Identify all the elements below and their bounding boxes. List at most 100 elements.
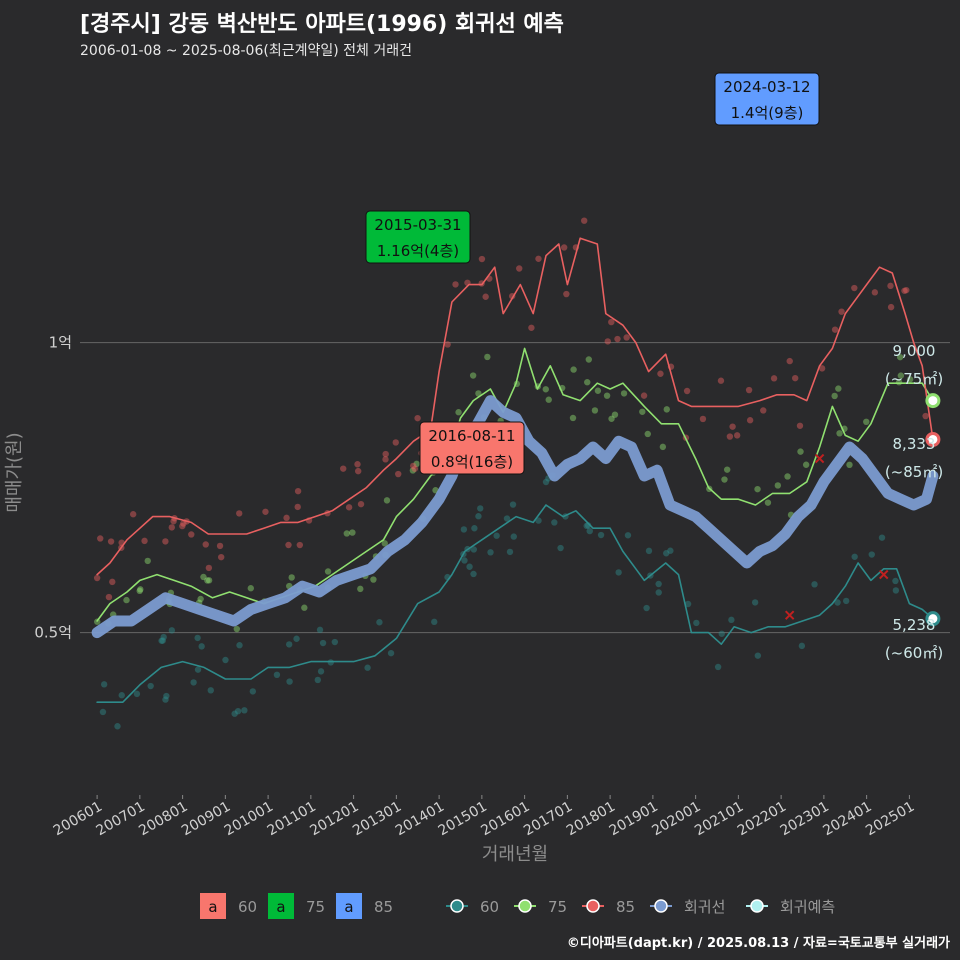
scatter-point-60 <box>503 515 511 522</box>
scatter-point-85 <box>392 439 399 446</box>
scatter-point-60 <box>147 682 154 690</box>
legend-key-glyph: a <box>344 898 353 916</box>
scatter-point-85 <box>760 407 767 414</box>
scatter-point-60 <box>655 589 662 596</box>
legend-key-box <box>268 893 294 919</box>
annotation-date: 2024-03-12 <box>723 78 810 96</box>
scatter-point-75 <box>542 386 549 393</box>
chart-title: [경주시] 강동 벽산반도 아파트(1996) 회귀선 예측 <box>80 12 564 37</box>
scatter-point-85 <box>105 593 113 601</box>
scatter-point-60 <box>236 642 243 649</box>
series-line-75 <box>96 347 934 622</box>
chart-subtitle: 2006-01-08 ~ 2025-08-06(최근계약일) 전체 거래건 <box>80 43 412 59</box>
scatter-point-75 <box>381 540 388 547</box>
scatter-point-85 <box>354 461 361 468</box>
scatter-point-85 <box>129 511 137 518</box>
annotation-price: 1.16억(4층) <box>377 242 459 260</box>
end-marker-75 <box>925 393 941 409</box>
scatter-point-75 <box>137 586 144 593</box>
scatter-point-60 <box>551 519 558 526</box>
scatter-point-60 <box>718 630 725 637</box>
scatter-point-75 <box>603 392 611 399</box>
scatter-point-85 <box>179 522 186 530</box>
scatter-point-60 <box>728 616 735 624</box>
scatter-point-60 <box>510 533 517 540</box>
scatter-point-85 <box>382 456 389 463</box>
scatter-point-60 <box>319 639 327 647</box>
scatter-point-75 <box>644 430 651 438</box>
scatter-point-85 <box>796 422 804 429</box>
scatter-point-85 <box>887 282 894 290</box>
scatter-point-75 <box>288 574 295 581</box>
scatter-point-85 <box>411 465 419 472</box>
series-line-85 <box>96 237 934 576</box>
scatter-point-60 <box>293 635 300 642</box>
end-value-label: 5,238 <box>893 616 936 634</box>
scatter-point-85 <box>107 538 115 545</box>
annotation-price: 1.4억(9층) <box>731 104 804 122</box>
scatter-point-85 <box>180 520 187 527</box>
legend-marker <box>518 899 532 913</box>
scatter-point-75 <box>639 408 646 415</box>
scatter-point-75 <box>144 557 151 565</box>
scatter-point-60 <box>471 525 478 532</box>
cross-marker <box>814 453 825 464</box>
scatter-point-85 <box>903 286 910 294</box>
scatter-point-75 <box>802 461 810 468</box>
cross-marker <box>784 610 795 620</box>
scatter-point-75 <box>754 485 761 493</box>
scatter-point-75 <box>349 529 356 536</box>
scatter-point-85 <box>726 433 734 440</box>
scatter-point-75 <box>764 499 772 506</box>
scatter-point-60 <box>663 550 670 557</box>
scatter-point-75 <box>611 411 619 418</box>
legend-label: 60 <box>480 898 499 916</box>
scatter-point-60 <box>506 548 514 556</box>
scatter-point-75 <box>594 387 602 394</box>
scatter-point-85 <box>395 470 402 478</box>
scatter-point-60 <box>114 723 121 730</box>
scatter-point-75 <box>204 577 211 584</box>
x-tick-label: 202501 <box>863 799 917 840</box>
regression-line <box>91 395 939 639</box>
scatter-point-85 <box>478 255 486 263</box>
legend-key-glyph: a <box>208 898 217 916</box>
scatter-point-75 <box>608 415 615 422</box>
end-area-label: (~60㎡) <box>885 644 943 662</box>
legend-label: 회귀선 <box>684 898 725 916</box>
scatter-point-75 <box>863 418 870 426</box>
end-marker-85 <box>925 431 941 447</box>
scatter-point-85 <box>623 334 630 341</box>
scatter-point-85 <box>410 462 417 470</box>
end-value-label: 8,333 <box>893 435 936 453</box>
scatter-point-85 <box>729 423 736 430</box>
scatter-point-60 <box>194 634 201 642</box>
scatter-point-75 <box>413 460 420 468</box>
scatter-point-85 <box>482 293 489 300</box>
scatter-point-60 <box>667 547 674 554</box>
scatter-point-60 <box>470 546 478 553</box>
scatter-point-85 <box>170 518 177 525</box>
scatter-point-60 <box>168 627 176 634</box>
scatter-point-60 <box>461 557 468 564</box>
scatter-point-75 <box>663 406 670 413</box>
grid <box>80 342 950 634</box>
scatter-point-75 <box>774 482 782 489</box>
scatter-point-75 <box>343 530 351 537</box>
scatter-point-75 <box>247 585 255 592</box>
scatter-point-60 <box>586 527 593 535</box>
legend-key-box <box>200 893 226 919</box>
x-axis-title: 거래년월 <box>482 844 548 865</box>
scatter-point-60 <box>118 692 125 699</box>
scatter-point-60 <box>158 637 165 644</box>
scatter-point-60 <box>190 679 197 686</box>
scatter-point-75 <box>123 596 130 604</box>
scatter-point-85 <box>791 374 799 382</box>
legend-label: 85 <box>374 898 393 916</box>
scatter-point-85 <box>683 387 691 395</box>
scatter-point-60 <box>851 553 858 560</box>
end-area-label: (~75㎡) <box>885 370 943 388</box>
scatter-point-85 <box>414 414 421 422</box>
scatter-point-85 <box>444 341 451 348</box>
end-markers: 9,000 (~75㎡) 8,333 (~85㎡) 5,238 (~60㎡) <box>784 342 943 662</box>
